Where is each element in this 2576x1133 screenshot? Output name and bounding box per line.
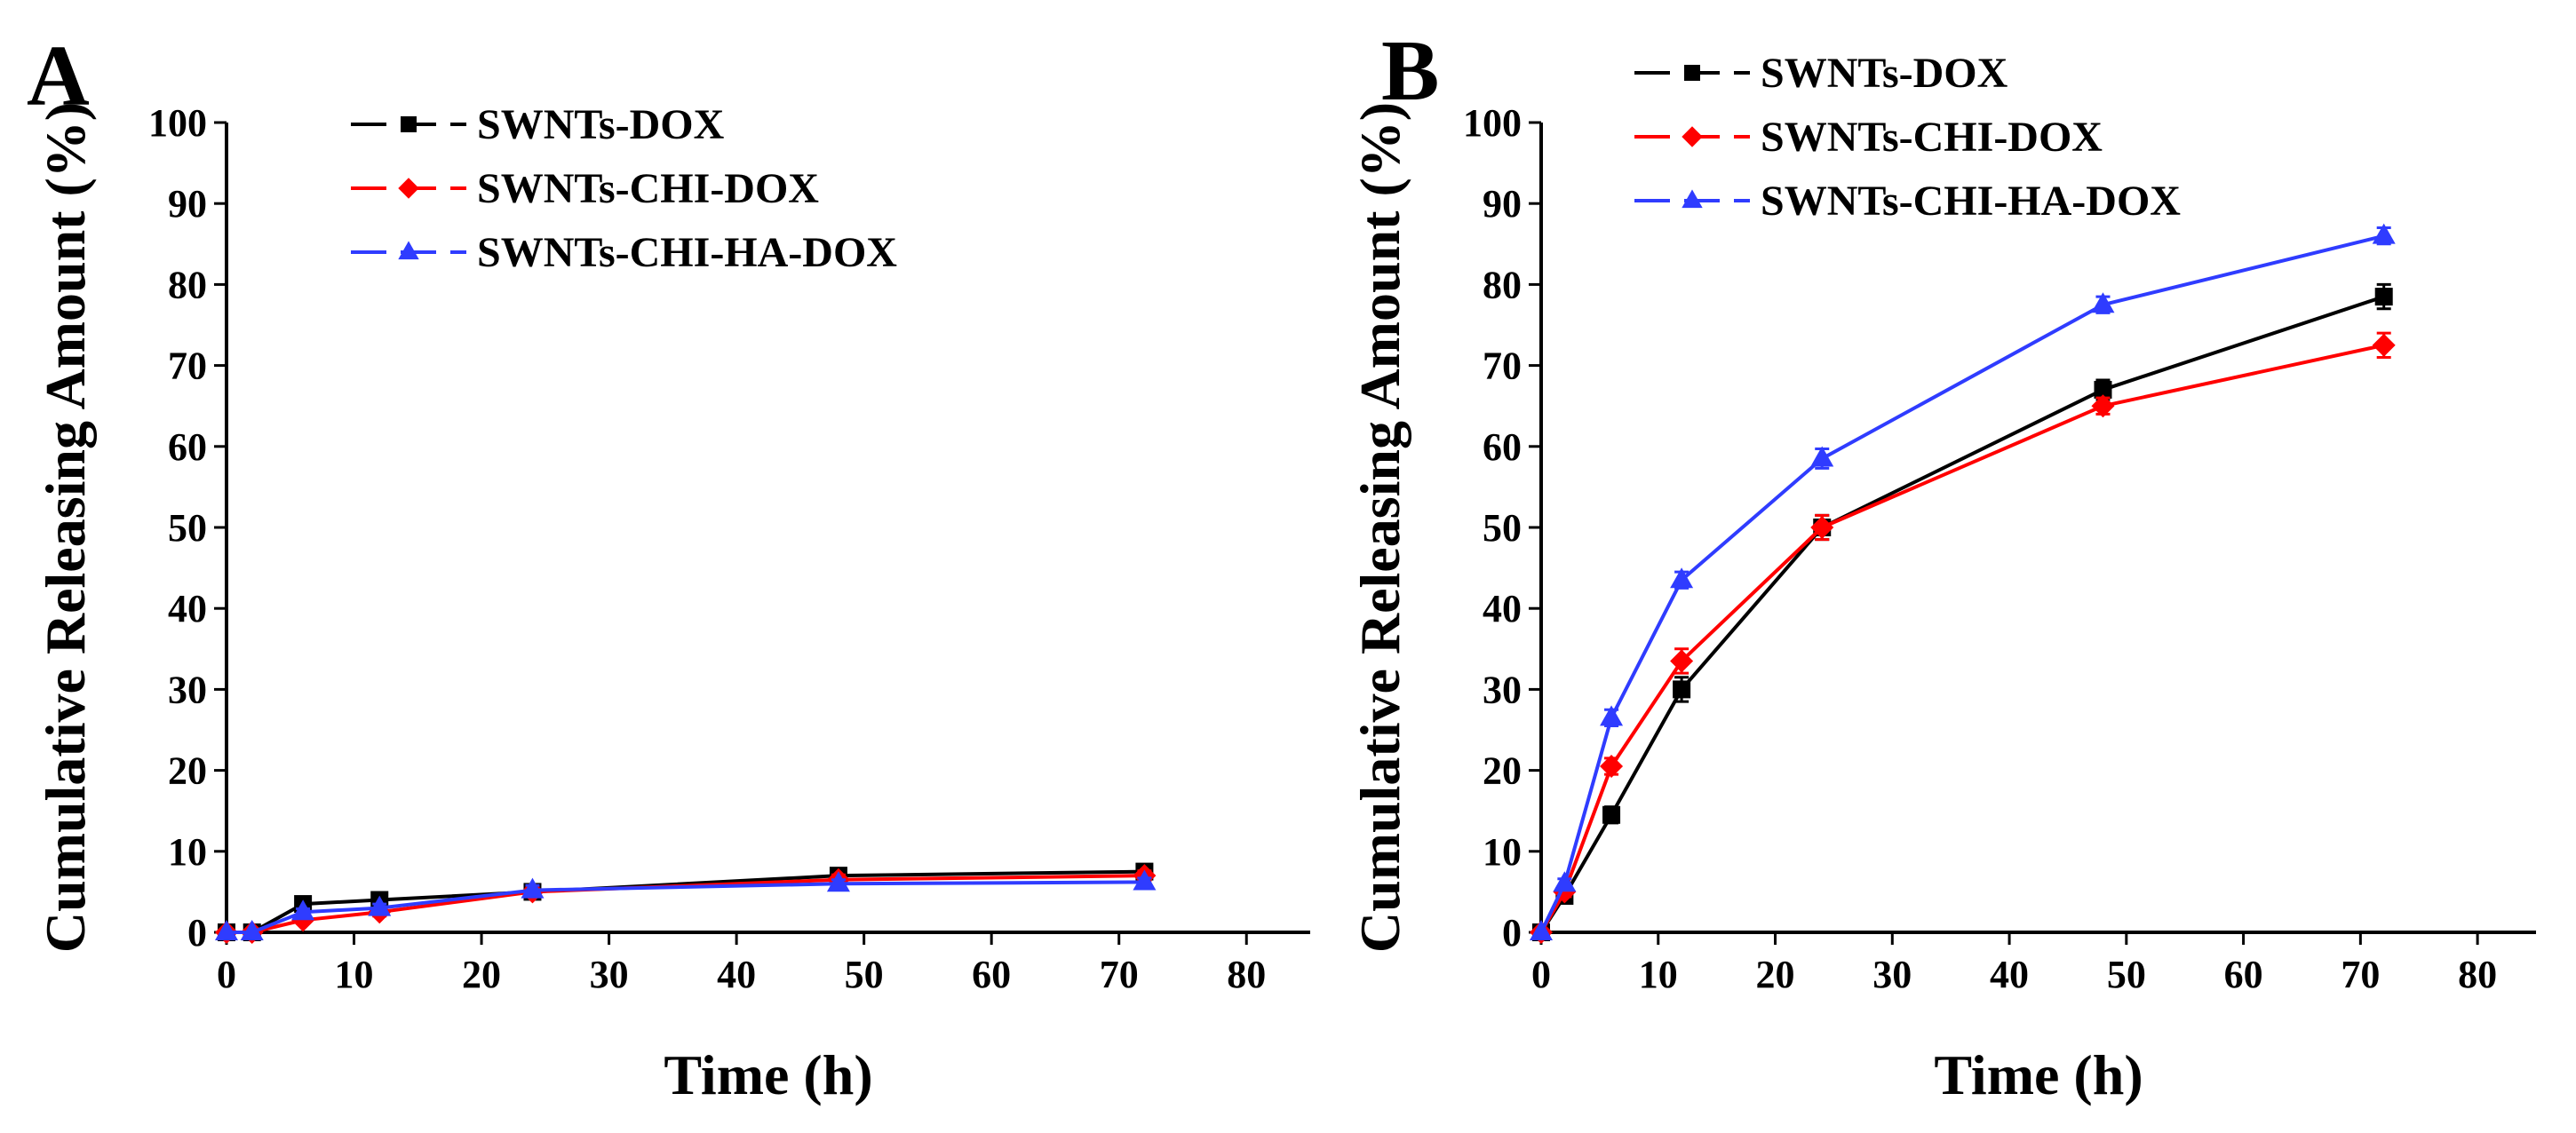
panel-b-y-tick-label: 100 — [1463, 101, 1522, 145]
panel-a-series-swnts-chi-dox-point — [291, 908, 315, 932]
panel-b-series-swnts-chi-ha-dox-point — [1553, 871, 1577, 892]
panel-b-series-swnts-dox-line — [1539, 295, 2385, 934]
panel-a-x-tick-label: 30 — [590, 953, 629, 996]
panel-a-series-swnts-chi-ha-dox-point — [291, 899, 315, 921]
panel-b-y-tick-label: 0 — [1502, 911, 1522, 955]
panel-b-y-axis-title: Cumulative Releasing Amount (%) — [1348, 102, 1411, 953]
panel-b-legend-marker — [1682, 189, 1703, 209]
panel-a-y-tick-label: 30 — [168, 668, 207, 711]
panel-a-series-swnts-dox — [218, 862, 1154, 941]
panel-a-legend-marker — [398, 241, 419, 260]
panel-b-series-swnts-chi-ha-dox-point — [1670, 567, 1694, 589]
panel-a-x-tick-label: 10 — [335, 953, 374, 996]
panel-b-x-tick-label: 70 — [2341, 953, 2380, 996]
panel-a-series-swnts-chi-ha-dox-point — [215, 920, 238, 940]
panel-a-y-tick-label: 100 — [148, 101, 207, 145]
panel-b-y-tick-label: 20 — [1483, 749, 1522, 793]
panel-a-series-swnts-chi-ha-dox-point — [368, 895, 392, 916]
panel-b-legend-entry: SWNTs-CHI-HA-DOX — [1634, 178, 2181, 225]
panel-a-series-swnts-chi-ha-dox-line — [227, 880, 1145, 934]
panel-b-series-swnts-dox-point — [1602, 805, 1621, 824]
panel-b-letter: B — [1381, 23, 1439, 119]
panel-b-series-swnts-chi-dox-line — [1539, 343, 2385, 934]
panel-a-x-tick-label: 40 — [717, 953, 756, 996]
panel-b-y-tick-label: 60 — [1483, 425, 1522, 469]
panel-b-series-swnts-chi-dox — [1530, 331, 2396, 944]
panel-a-legend-label: SWNTs-CHI-HA-DOX — [477, 229, 897, 276]
panel-a-legend-entry: SWNTs-DOX — [351, 101, 725, 148]
panel-a-legend-entry: SWNTs-CHI-DOX — [351, 165, 819, 212]
panel-a-y-tick-label: 90 — [168, 182, 207, 226]
panel-b-series-swnts-chi-dox-point — [1810, 516, 1834, 539]
panel-a-x-axis-title: Time (h) — [664, 1043, 872, 1106]
panel-b-x-tick-label: 20 — [1756, 953, 1795, 996]
panel-a-legend-label: SWNTs-DOX — [477, 101, 725, 148]
panel-b-x-tick-label: 50 — [2107, 953, 2146, 996]
panel-b-y-tick-label: 40 — [1483, 587, 1522, 630]
panel-b-series-swnts-chi-ha-dox-point — [1600, 705, 1624, 726]
panel-b-y-tick-label: 90 — [1483, 182, 1522, 226]
panel-a-y-tick-label: 80 — [168, 263, 207, 306]
panel-b-y-tick-label: 70 — [1483, 345, 1522, 388]
panel-a-series-swnts-chi-ha-dox-point — [826, 871, 850, 892]
panel-a-y-tick-label: 40 — [168, 587, 207, 630]
panel-a-series-swnts-chi-ha-dox-point — [240, 920, 264, 940]
panel-b-series-swnts-dox-point — [2094, 380, 2112, 399]
panel-b-series-swnts-chi-dox-point — [1600, 755, 1624, 779]
panel-a-legend-label: SWNTs-CHI-DOX — [477, 165, 819, 212]
panel-a-letter: A — [27, 28, 90, 124]
panel-b-x-tick-label: 10 — [1639, 953, 1678, 996]
panel-a: A 0 10 20 30 40 50 60 70 80 90 100 0 10 20 30 40 50 60 70 8… — [27, 28, 1310, 1106]
panel-a-x-tick-label: 20 — [462, 953, 501, 996]
panel-a-x-tick-label: 50 — [845, 953, 884, 996]
panel-b-series-swnts-chi-dox-point — [2372, 333, 2396, 357]
panel-a-series-swnts-chi-ha-dox — [215, 869, 1157, 940]
panel-a-series-swnts-chi-ha-dox-point — [521, 877, 545, 899]
panel-b-series-swnts-dox-point — [2374, 288, 2393, 306]
panel-b-x-tick-label: 0 — [1531, 953, 1551, 996]
panel-b-legend-label: SWNTs-CHI-DOX — [1761, 114, 2103, 161]
panel-b-series-swnts-chi-ha-dox-point — [2372, 223, 2396, 244]
panel-a-series-swnts-dox-line — [227, 869, 1145, 934]
panel-a-legend-marker — [398, 178, 419, 199]
panel-b-series-swnts-chi-ha-dox — [1530, 223, 2396, 940]
panel-b-legend-entry: SWNTs-DOX — [1634, 50, 2008, 97]
panel-a-x-tick-label: 0 — [217, 953, 236, 996]
panel-b-y-tick-label: 30 — [1483, 668, 1522, 711]
panel-a-series-swnts-chi-ha-dox-point — [1133, 869, 1157, 891]
panel-b-series-swnts-chi-ha-dox-point — [1810, 446, 1834, 467]
panel-b-legend-marker — [1682, 126, 1703, 147]
panel-b-series-swnts-chi-dox-point — [1670, 649, 1694, 673]
panel-b: B 0 10 20 30 40 50 60 70 80 90 100 0 10 20 30 40 50 60 70 8… — [1348, 23, 2536, 1106]
panel-a-legend-marker — [401, 116, 417, 132]
panel-b-legend-label: SWNTs-CHI-HA-DOX — [1761, 178, 2181, 225]
panel-b-x-axis-title: Time (h) — [1934, 1043, 2143, 1106]
panel-b-x-tick-label: 30 — [1872, 953, 1912, 996]
panel-b-x-tick-label: 80 — [2458, 953, 2497, 996]
panel-a-y-tick-label: 70 — [168, 345, 207, 388]
panel-b-series-swnts-chi-ha-dox-point — [1530, 920, 1553, 940]
panel-b-y-tick-label: 50 — [1483, 506, 1522, 550]
panel-a-x-tick-label: 80 — [1227, 953, 1266, 996]
panel-b-series-swnts-dox-point — [1673, 680, 1691, 699]
panel-b-y-tick-label: 80 — [1483, 263, 1522, 306]
panel-a-y-tick-label: 60 — [168, 425, 207, 469]
panel-a-y-tick-label: 0 — [187, 911, 207, 955]
panel-b-x-tick-label: 60 — [2224, 953, 2263, 996]
panel-a-x-tick-label: 70 — [1100, 953, 1139, 996]
panel-b-y-tick-label: 10 — [1483, 830, 1522, 874]
panel-b-legend-label: SWNTs-DOX — [1761, 50, 2008, 97]
panel-b-series-swnts-chi-dox-point — [2091, 394, 2115, 418]
panel-b-legend-entry: SWNTs-CHI-DOX — [1634, 114, 2103, 161]
panel-a-legend-entry: SWNTs-CHI-HA-DOX — [351, 229, 897, 276]
panel-a-x-tick-label: 60 — [972, 953, 1011, 996]
panel-a-y-axis-title: Cumulative Releasing Amount (%) — [34, 102, 97, 953]
panel-b-legend-marker — [1684, 65, 1700, 81]
panel-b-x-tick-label: 40 — [1990, 953, 2029, 996]
panel-a-y-tick-label: 50 — [168, 506, 207, 550]
panel-a-y-tick-label: 10 — [168, 830, 207, 874]
panel-a-y-tick-label: 20 — [168, 749, 207, 793]
panel-b-series-swnts-chi-ha-dox-point — [2091, 292, 2115, 313]
